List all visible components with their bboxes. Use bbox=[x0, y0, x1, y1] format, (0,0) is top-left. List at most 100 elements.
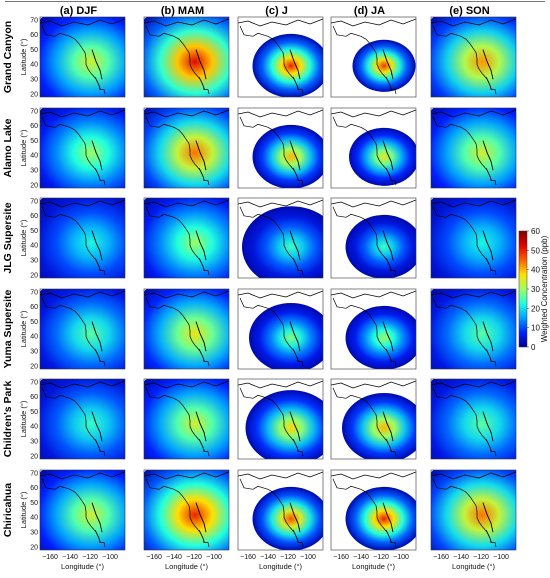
terrain-line bbox=[91, 411, 103, 442]
panel-frame bbox=[330, 16, 417, 98]
map-panel bbox=[330, 107, 417, 189]
gulf-coastline bbox=[292, 167, 299, 181]
gulf-coastline bbox=[198, 438, 205, 452]
terrain-line bbox=[195, 502, 207, 533]
column-title: (a) DJF bbox=[60, 5, 98, 17]
concentration-field bbox=[431, 17, 516, 97]
gulf-coastline bbox=[385, 167, 392, 181]
concentration-field bbox=[144, 470, 229, 550]
x-axis-label: Longitude (°) bbox=[352, 562, 396, 571]
x-tick-label: −120 bbox=[186, 554, 202, 561]
panel-frame bbox=[143, 16, 230, 98]
concentration-field bbox=[144, 379, 229, 459]
terrain-line bbox=[382, 49, 394, 80]
map-panel: 20 30 40 50 60 70 Latitude (°) bbox=[19, 378, 126, 460]
arctic-coastline bbox=[431, 18, 516, 27]
map-panel: 20 30 40 50 60 70 Latitude (°) bbox=[19, 288, 126, 370]
y-tick-label: 40 bbox=[30, 515, 38, 522]
arctic-coastline bbox=[144, 199, 229, 208]
y-axis-label: Latitude (°) bbox=[19, 38, 28, 75]
y-axis-label: Latitude (°) bbox=[19, 310, 28, 347]
map-panel bbox=[143, 378, 230, 460]
map-panel bbox=[430, 16, 517, 98]
y-tick-label: 70 bbox=[30, 379, 38, 386]
terrain-line bbox=[382, 321, 394, 352]
gulf-coastline bbox=[485, 348, 492, 362]
x-tick-label: −140 bbox=[453, 554, 469, 561]
y-tick-label: 70 bbox=[30, 108, 38, 115]
arctic-coastline bbox=[238, 380, 323, 389]
arctic-coastline bbox=[40, 471, 125, 480]
map-panel bbox=[143, 16, 230, 98]
gulf-coastline bbox=[198, 257, 205, 271]
y-tick-label: 50 bbox=[30, 319, 38, 326]
concentration-field bbox=[40, 289, 125, 369]
panel-frame bbox=[330, 107, 417, 189]
panel-frame bbox=[430, 288, 517, 370]
y-tick-label: 40 bbox=[30, 424, 38, 431]
panel-frame bbox=[39, 107, 126, 189]
y-tick-label: 30 bbox=[30, 258, 38, 265]
concentration-field bbox=[252, 486, 323, 550]
x-tick-label: −140 bbox=[62, 554, 78, 561]
arctic-coastline bbox=[331, 18, 416, 27]
panel-frame bbox=[430, 469, 517, 551]
colorbar-label: Weighted Concentration (ppb) bbox=[540, 235, 549, 342]
terrain-line bbox=[91, 49, 103, 80]
gulf-coastline bbox=[385, 348, 392, 362]
concentration-field bbox=[144, 17, 229, 97]
gulf-coastline bbox=[94, 257, 101, 271]
concentration-field bbox=[349, 127, 416, 186]
y-axis-label: Latitude (°) bbox=[19, 400, 28, 437]
map-panel bbox=[430, 197, 517, 279]
terrain-line bbox=[382, 502, 394, 533]
map-panel bbox=[143, 288, 230, 370]
concentration-field bbox=[345, 305, 416, 369]
panel-frame bbox=[430, 197, 517, 279]
gulf-coastline bbox=[198, 348, 205, 362]
map-panel bbox=[237, 197, 324, 279]
panel-frame bbox=[237, 469, 324, 551]
arctic-coastline bbox=[331, 199, 416, 208]
terrain-line bbox=[289, 502, 301, 533]
concentration-field bbox=[345, 486, 416, 550]
colorbar-tick-label: 30 bbox=[531, 285, 540, 294]
x-tick-label: −100 bbox=[206, 554, 222, 561]
gulf-coastline bbox=[292, 438, 299, 452]
y-tick-label: 60 bbox=[30, 304, 38, 311]
x-tick-label: −120 bbox=[82, 554, 98, 561]
arctic-coastline bbox=[238, 471, 323, 480]
y-tick-label: 60 bbox=[30, 394, 38, 401]
panel-frame bbox=[330, 469, 417, 551]
panel-frame bbox=[39, 469, 126, 551]
panel-frame bbox=[39, 288, 126, 370]
column-titles: (a) DJF (b) MAM (c) J (d) JA (e) SON bbox=[60, 5, 490, 17]
panel-frame bbox=[237, 288, 324, 370]
terrain-line bbox=[482, 49, 494, 80]
y-axis-label: Latitude (°) bbox=[19, 219, 28, 256]
panel-frame bbox=[143, 107, 230, 189]
arctic-coastline bbox=[40, 199, 125, 208]
concentration-field bbox=[144, 108, 229, 188]
y-tick-label: 40 bbox=[30, 62, 38, 69]
x-tick-label: −140 bbox=[260, 554, 276, 561]
y-tick-label: 30 bbox=[30, 439, 38, 446]
arctic-coastline bbox=[238, 290, 323, 299]
concentration-field bbox=[40, 379, 125, 459]
y-tick-label: 50 bbox=[30, 228, 38, 235]
gulf-coastline bbox=[292, 529, 299, 543]
concentration-field bbox=[431, 198, 516, 278]
y-tick-label: 70 bbox=[30, 198, 38, 205]
panel-frame bbox=[430, 16, 517, 98]
y-tick-label: 60 bbox=[30, 32, 38, 39]
terrain-line bbox=[289, 411, 301, 442]
y-tick-label: 40 bbox=[30, 153, 38, 160]
concentration-field bbox=[40, 17, 125, 97]
terrain-line bbox=[289, 49, 301, 80]
terrain-line bbox=[91, 230, 103, 261]
x-axis-label: Longitude (°) bbox=[61, 562, 105, 571]
arctic-coastline bbox=[40, 109, 125, 118]
map-panel bbox=[330, 288, 417, 370]
map-panel bbox=[430, 378, 517, 460]
arctic-coastline bbox=[331, 109, 416, 118]
